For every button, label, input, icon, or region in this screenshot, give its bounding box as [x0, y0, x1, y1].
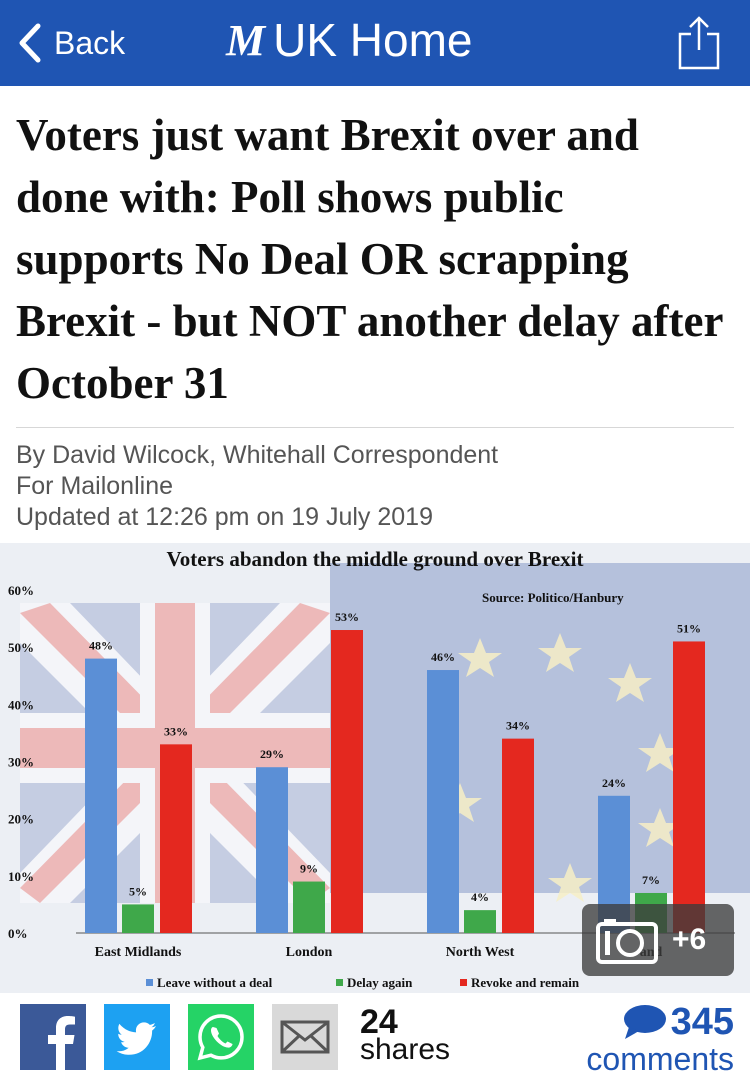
share-count: 24 shares [360, 1003, 451, 1066]
y-tick-label: 50% [8, 640, 34, 655]
comment-label: comments [586, 1041, 734, 1077]
data-label: 29% [260, 747, 284, 761]
bar-revoke-and-remain-east-midlands [160, 744, 192, 933]
byline-outlet: For Mailonline [16, 472, 174, 500]
share-icon[interactable] [676, 14, 722, 72]
data-label: 53% [335, 610, 359, 624]
legend-swatch [460, 979, 467, 986]
bar-revoke-and-remain-london [331, 630, 363, 933]
y-tick-label: 0% [8, 926, 28, 941]
bar-delay-again-north-west [464, 910, 496, 933]
updated-timestamp: Updated at 12:26 pm on 19 July 2019 [16, 503, 433, 531]
brand-logo: M [226, 15, 265, 65]
data-label: 46% [431, 650, 455, 664]
chevron-left-icon [19, 23, 41, 63]
whatsapp-share-button[interactable] [188, 1004, 254, 1070]
data-label: 5% [129, 884, 147, 898]
brand-title: UK Home [273, 14, 473, 66]
email-icon [272, 1004, 338, 1070]
bar-leave-without-a-deal-london [256, 767, 288, 933]
share-count-label: shares [360, 1033, 451, 1066]
data-label: 9% [300, 862, 318, 876]
y-tick-label: 40% [8, 697, 34, 712]
email-share-button[interactable] [272, 1004, 338, 1070]
y-tick-label: 20% [8, 812, 34, 827]
top-nav-bar: Back M UK Home [0, 0, 750, 86]
bar-revoke-and-remain-north-west [502, 738, 534, 933]
gallery-button[interactable]: +6 [582, 904, 734, 976]
back-label: Back [54, 24, 126, 61]
x-tick-label: East Midlands [95, 945, 182, 960]
comment-count: 345 [670, 1001, 734, 1043]
facebook-icon [20, 1004, 86, 1070]
bar-leave-without-a-deal-east-midlands [85, 658, 117, 933]
legend-swatch [336, 979, 343, 986]
byline: By David Wilcock, Whitehall Corresponden… [16, 440, 498, 533]
x-tick-label: North West [446, 945, 515, 960]
legend-item: Revoke and remain [471, 975, 580, 990]
legend-swatch [146, 979, 153, 986]
twitter-share-button[interactable] [104, 1004, 170, 1070]
twitter-icon [104, 1004, 170, 1070]
divider [16, 427, 734, 428]
data-label: 4% [471, 890, 489, 904]
data-label: 51% [677, 621, 701, 635]
data-label: 24% [602, 776, 626, 790]
bar-leave-without-a-deal-north-west [427, 670, 459, 933]
brand-home-link[interactable]: M UK Home [226, 12, 473, 68]
bar-revoke-and-remain-scotland [673, 641, 705, 933]
chart-title: Voters abandon the middle ground over Br… [166, 547, 584, 571]
data-label: 7% [642, 873, 660, 887]
camera-icon [596, 919, 658, 964]
share-bar: 24 shares 345 comments [0, 994, 750, 1092]
y-tick-label: 10% [8, 869, 34, 884]
byline-author[interactable]: By David Wilcock, Whitehall Corresponden… [16, 441, 499, 469]
speech-bubble-icon [623, 1005, 666, 1039]
data-label: 34% [506, 719, 530, 733]
legend-item: Delay again [347, 975, 413, 990]
share-count-number: 24 [360, 1003, 398, 1041]
facebook-share-button[interactable] [20, 1004, 86, 1070]
legend-item: Leave without a deal [157, 975, 273, 990]
bar-chart: 0% 10% 20% 30% 40% 50% 60% 48% 5% 33% East Midland… [8, 583, 735, 990]
bar-delay-again-east-midlands [122, 904, 154, 933]
article-headline: Voters just want Brexit over and done wi… [16, 110, 723, 408]
y-tick-label: 30% [8, 755, 34, 770]
bar-delay-again-london [293, 881, 325, 933]
whatsapp-icon [188, 1004, 254, 1070]
y-tick-label: 60% [8, 583, 34, 598]
data-label: 33% [164, 724, 188, 738]
gallery-count: +6 [672, 923, 707, 956]
x-tick-label: London [286, 945, 333, 960]
back-button[interactable]: Back [16, 20, 125, 66]
chart-source: Source: Politico/Hanbury [482, 590, 624, 605]
comments-link[interactable]: 345 comments [586, 1002, 734, 1076]
data-label: 48% [89, 639, 113, 653]
